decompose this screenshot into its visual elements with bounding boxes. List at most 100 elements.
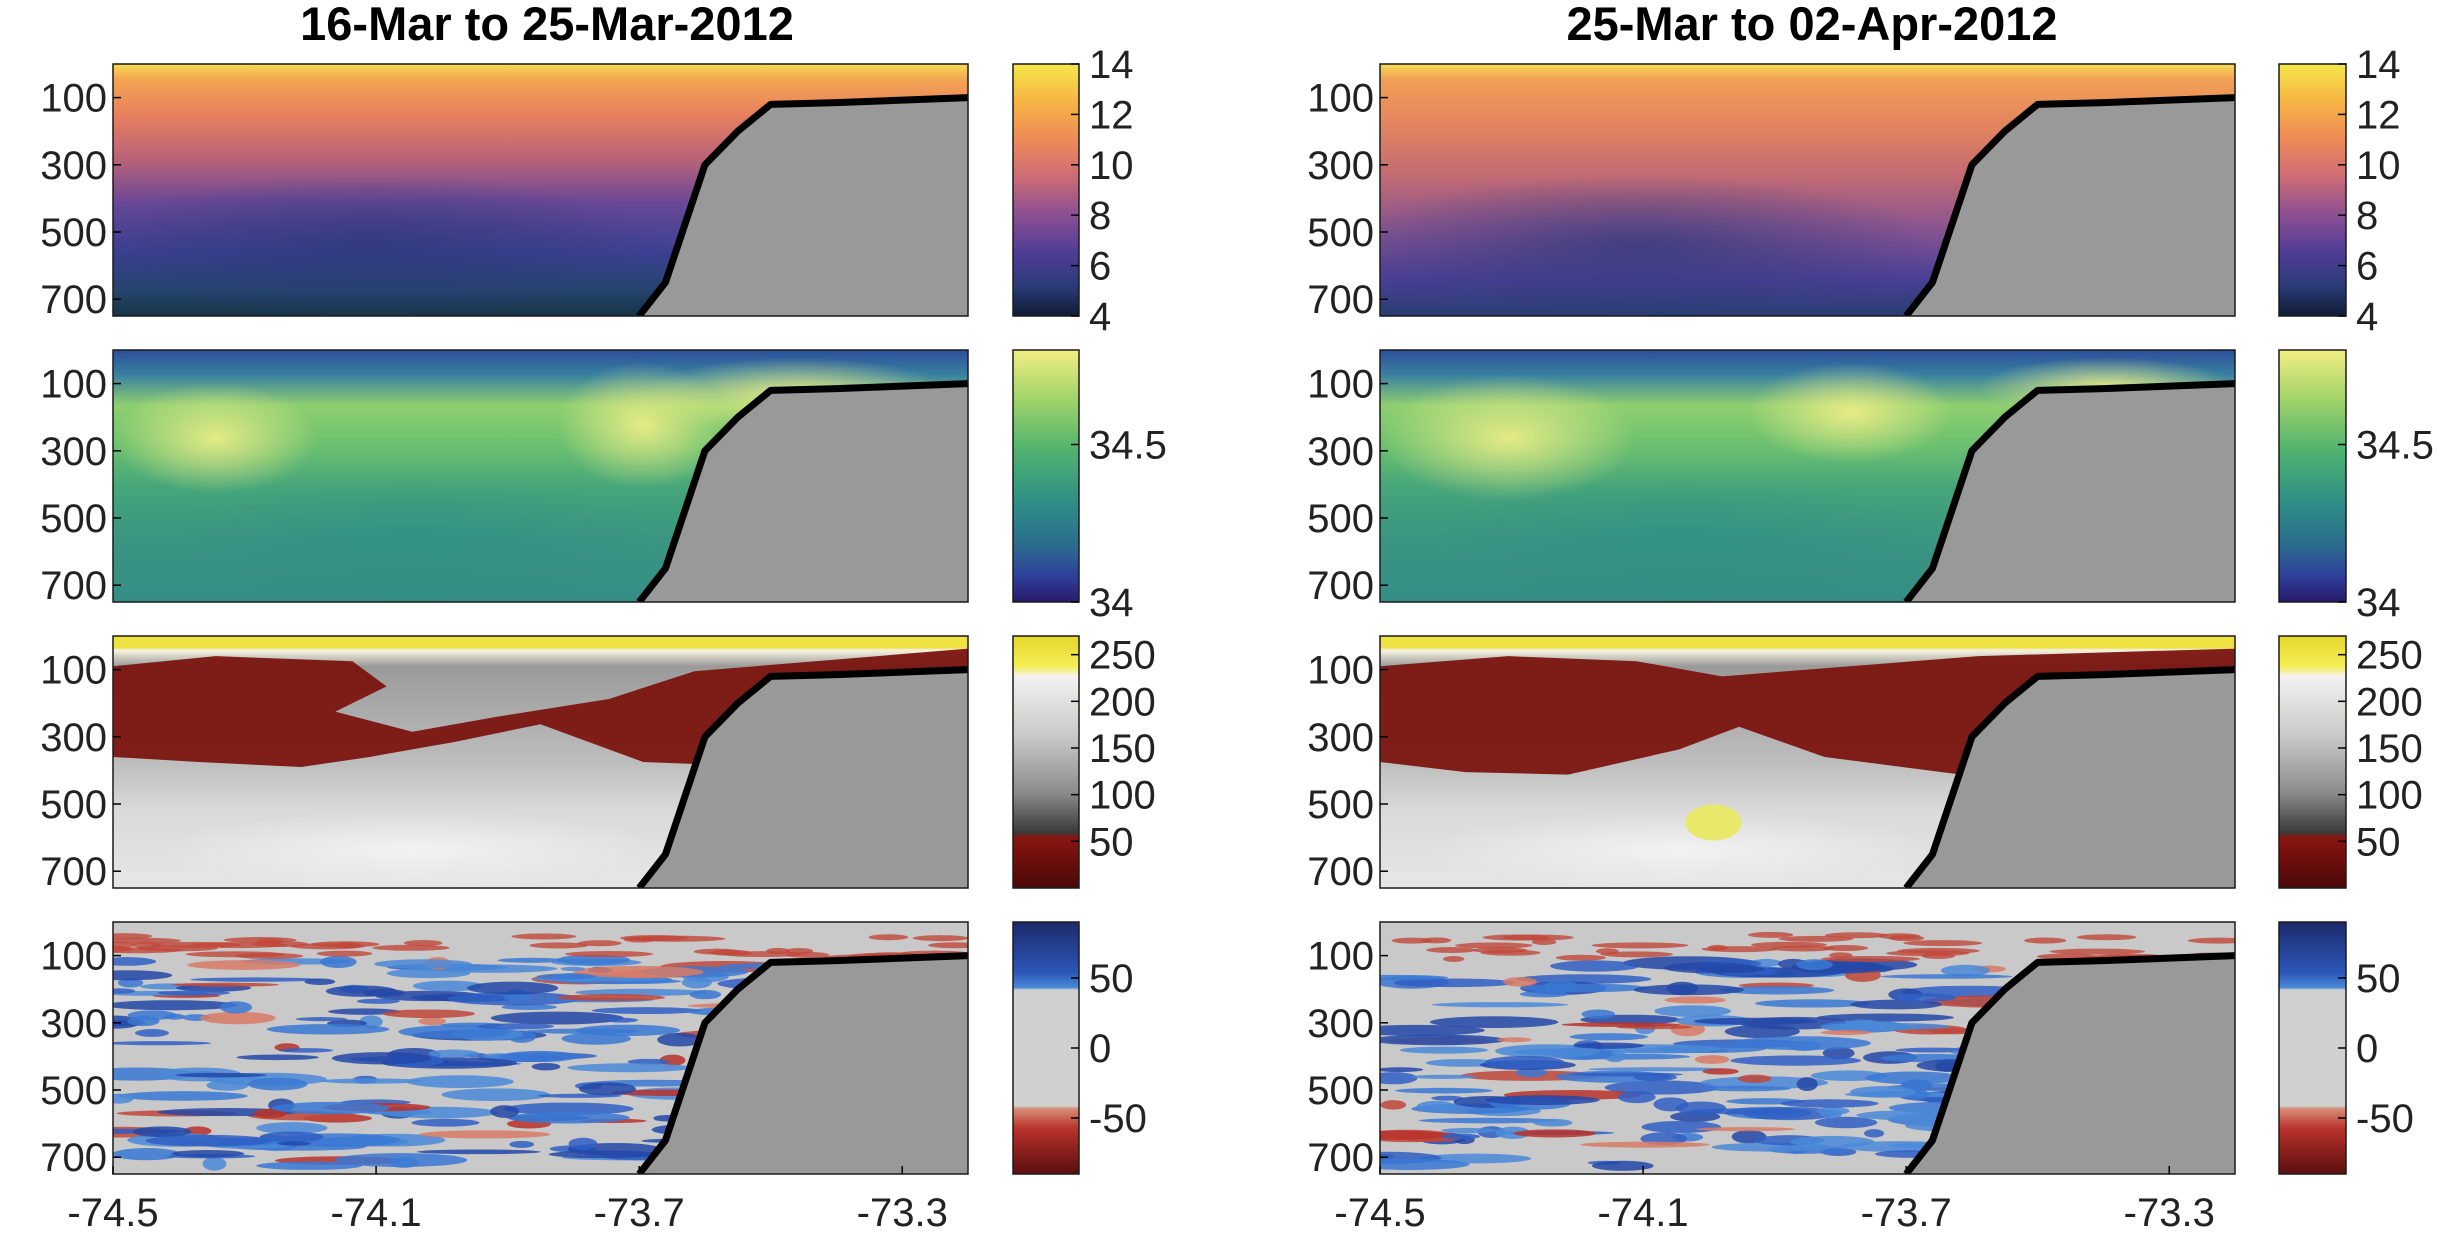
velocity-streak (403, 940, 443, 947)
velocity-streak (175, 1072, 267, 1078)
velocity-streak (113, 933, 153, 940)
colorbar-tick-label: 8 (2356, 194, 2378, 238)
velocity-streak (117, 978, 144, 988)
velocity-streak (118, 1091, 248, 1101)
velocity-streak (133, 1126, 192, 1138)
salinity-max (113, 382, 319, 494)
panel-r4-c1: 100 300 500 700 -74.5 -74.1 -73.7 -73.3 -50 0 50 (40, 921, 1147, 1235)
ytick-label: 300 (40, 430, 107, 474)
velocity-streak (1820, 955, 1921, 962)
colorbar-tick-label: 0 (1089, 1027, 1111, 1071)
velocity-streak (277, 1141, 312, 1146)
colorbar-tick-label: 250 (2356, 634, 2423, 678)
ytick-label: 100 (40, 935, 107, 979)
velocity-streak (689, 989, 722, 1000)
velocity-streak (1814, 1116, 1878, 1129)
velocity-streak (1701, 946, 1779, 953)
colorbar (1012, 635, 1080, 889)
salinity-mode (1422, 476, 1936, 602)
section-field (113, 922, 968, 1174)
velocity-streak (536, 973, 596, 980)
section-field (113, 350, 968, 602)
velocity-streak (1393, 978, 1516, 988)
colorbar (1012, 921, 1080, 1175)
colorbar (2278, 63, 2347, 317)
velocity-streak (316, 950, 373, 957)
ytick-label: 300 (1307, 430, 1374, 474)
velocity-streak (1380, 1130, 1450, 1140)
colorbar-tick-label: 34.5 (2356, 424, 2434, 468)
velocity-streak (1633, 1073, 1677, 1082)
velocity-streak (1581, 1009, 1616, 1019)
velocity-streak (1738, 1074, 1772, 1083)
velocity-streak (657, 1032, 703, 1047)
velocity-streak (200, 1011, 276, 1025)
velocity-streak (476, 1023, 555, 1030)
velocity-streak (912, 935, 968, 942)
velocity-streak (259, 1131, 324, 1143)
axes-box (112, 921, 969, 1175)
velocity-streak (1429, 1016, 1559, 1028)
velocity-streak (219, 1001, 253, 1014)
velocity-streak (1380, 1034, 1506, 1046)
colorbar-tick-label: 14 (2356, 43, 2401, 87)
velocity-streak (2049, 948, 2146, 955)
velocity-streak (416, 1149, 541, 1155)
section-field (1380, 64, 2235, 316)
velocity-streak (1732, 1036, 1871, 1051)
colorbar (1012, 349, 1080, 603)
velocity-streak (1380, 1072, 1418, 1085)
velocity-streak (1555, 954, 1606, 961)
velocity-streak (304, 978, 336, 985)
colorbar-tick-label: 12 (2356, 93, 2401, 137)
velocity-streak (1633, 984, 1744, 996)
colorbar-tick-label: 34 (1089, 581, 1134, 625)
velocity-streak (1693, 1017, 1818, 1025)
velocity-streak (418, 1017, 447, 1026)
bathymetry-line (1903, 952, 2235, 1174)
velocity-streak (290, 943, 365, 950)
velocity-streak (1600, 951, 1673, 958)
ytick-label: 500 (40, 211, 107, 255)
velocity-streak (331, 1052, 432, 1065)
ytick-label: 500 (40, 497, 107, 541)
velocity-streak (500, 1050, 579, 1063)
velocity-streak (187, 960, 301, 970)
velocity-streak (1480, 949, 1541, 956)
velocity-streak (372, 944, 450, 951)
ytick-label: 100 (1307, 649, 1374, 693)
ytick-label: 500 (1307, 497, 1374, 541)
bathymetry-line (1903, 380, 2235, 602)
velocity-streak (1695, 1127, 1796, 1132)
velocity-streak (256, 1161, 363, 1170)
bathymetry-line (636, 952, 968, 1174)
colorbar-tick-label: -50 (1089, 1097, 1147, 1141)
velocity-streak (1778, 935, 1854, 942)
velocity-streak (1485, 1095, 1600, 1105)
velocity-streak (1844, 1019, 1882, 1031)
velocity-streak (709, 949, 752, 956)
ytick-label: 100 (1307, 935, 1374, 979)
velocity-streak (1515, 1067, 1547, 1078)
velocity-streak (1700, 1076, 1829, 1089)
colorbar-tick-label: 50 (1089, 957, 1134, 1001)
velocity-streak (2076, 934, 2137, 941)
velocity-streak (1495, 1126, 1531, 1140)
velocity-streak (1496, 1037, 1532, 1043)
velocity-streak (271, 1101, 390, 1115)
velocity-streak (1591, 1160, 1654, 1171)
velocity-streak (1399, 1046, 1488, 1054)
xtick-label: -73.7 (1861, 1191, 1952, 1235)
xtick-label: -73.3 (2124, 1191, 2215, 1235)
surface-oxygen (113, 636, 968, 649)
colorbar-tick-label: 10 (1089, 144, 1134, 188)
section-field (113, 64, 968, 316)
velocity-streak (626, 935, 726, 942)
velocity-streak (1880, 974, 2013, 979)
velocity-streak (1569, 1033, 1648, 1041)
velocity-streak (113, 1041, 211, 1046)
axes-box (112, 635, 969, 889)
velocity-streak (1940, 964, 1991, 977)
velocity-streak (573, 965, 704, 978)
